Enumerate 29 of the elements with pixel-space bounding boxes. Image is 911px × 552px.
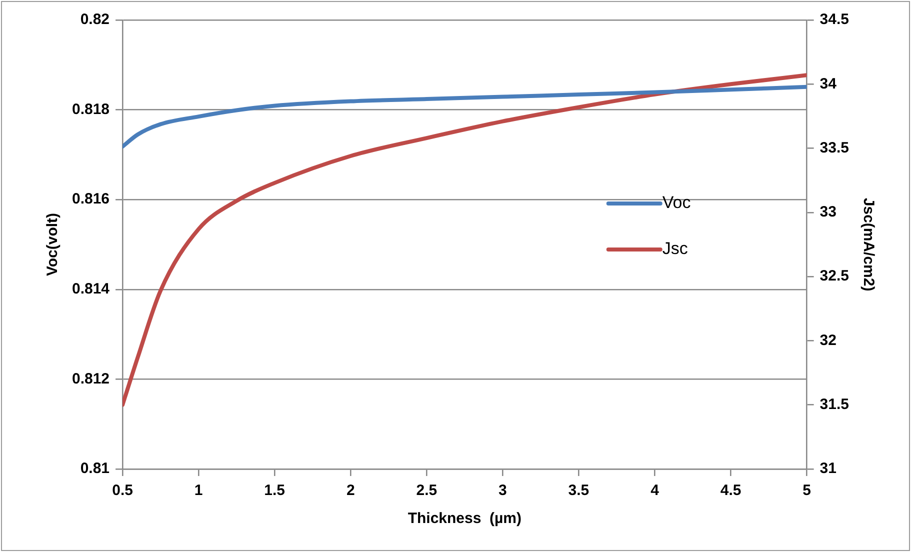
x-tick-label: 1.5	[264, 482, 286, 500]
y-tick-label: 0.81	[80, 460, 110, 478]
y-tick-label: 0.82	[80, 11, 110, 28]
legend-label: Voc	[662, 193, 692, 212]
y2-tick-label: 34	[820, 75, 838, 92]
y2-tick-label: 32	[820, 332, 836, 349]
y-tick-label: 0.816	[72, 190, 110, 208]
y2-tick-label: 31.5	[820, 396, 850, 413]
x-tick-label: 5	[802, 482, 811, 500]
y2-tick-label: 34.5	[820, 11, 850, 28]
y2-tick-label: 31	[820, 460, 836, 478]
y2-tick-label: 33.5	[820, 139, 850, 156]
legend-label: Jsc	[662, 239, 688, 258]
x-tick-label: 2.5	[416, 482, 438, 500]
y2-tick-label: 32.5	[820, 268, 850, 285]
x-tick-label: 3	[498, 482, 507, 500]
x-tick-label: 2	[346, 482, 355, 500]
y-tick-label: 0.818	[72, 100, 110, 118]
y2-axis-title: Jsc(mA/cm2)	[860, 198, 877, 292]
x-tick-label: 4.5	[720, 482, 742, 500]
x-tick-label: 1	[194, 482, 203, 500]
x-tick-label: 0.5	[112, 482, 133, 500]
y-tick-label: 0.812	[72, 370, 110, 388]
y-axis-title: Voc(volt)	[44, 212, 62, 276]
x-tick-label: 4	[650, 482, 660, 500]
y-tick-label: 0.814	[72, 280, 110, 298]
x-tick-label: 3.5	[568, 482, 590, 500]
y2-tick-label: 33	[820, 204, 836, 221]
x-axis-title: Thickness (µm)	[408, 510, 522, 528]
